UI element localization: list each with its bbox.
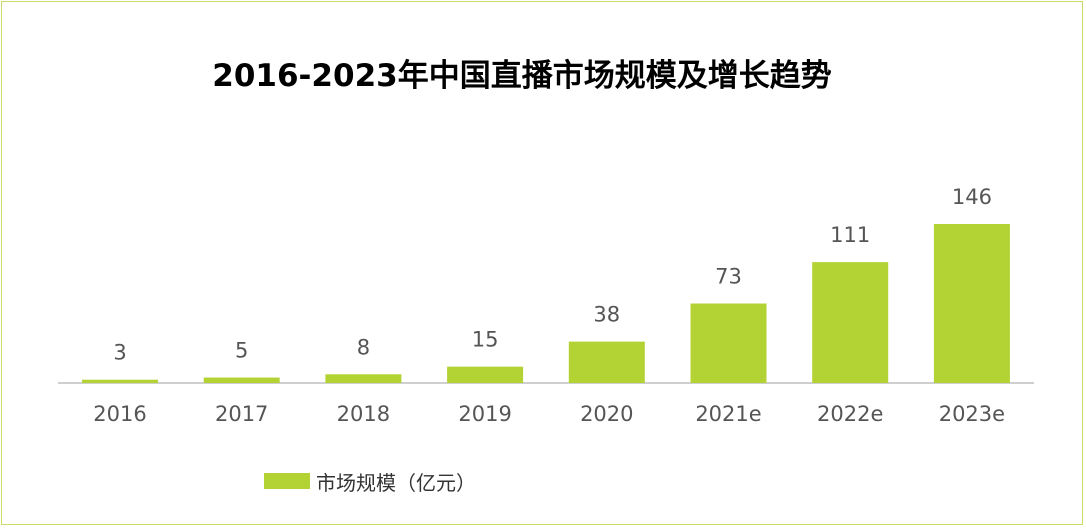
x-tick-label-2019: 2019 <box>458 402 511 426</box>
data-label-2023e: 146 <box>952 185 992 209</box>
data-label-2021e: 73 <box>715 265 742 289</box>
data-label-2018: 8 <box>357 335 370 359</box>
x-tick-label-2018: 2018 <box>337 402 390 426</box>
x-tick-label-2020: 2020 <box>580 402 633 426</box>
legend: 市场规模（亿元） <box>264 469 476 495</box>
bar-2020 <box>568 341 645 383</box>
x-tick-label-2021e: 2021e <box>695 402 761 426</box>
data-label-2020: 38 <box>593 303 620 327</box>
data-label-2019: 15 <box>472 328 499 352</box>
bar-chart: 3 2016 5 2017 8 2018 15 2019 38 2020 73 2021e 111 202… <box>58 185 1034 426</box>
bar-2022e <box>812 262 889 383</box>
bar-2019 <box>447 366 524 383</box>
bar-2021e <box>690 303 767 383</box>
bar-2023e <box>933 224 1010 383</box>
bar-2017 <box>203 377 280 383</box>
data-label-2022e: 111 <box>830 223 870 247</box>
x-tick-label-2016: 2016 <box>93 402 146 426</box>
data-label-2017: 5 <box>235 339 248 363</box>
chart-title: 2016-2023年中国直播市场规模及增长趋势 <box>212 58 832 94</box>
bar-2016 <box>82 379 158 383</box>
x-tick-label-2022e: 2022e <box>817 402 883 426</box>
data-label-2016: 3 <box>113 341 126 365</box>
x-tick-label-2017: 2017 <box>215 402 268 426</box>
legend-swatch <box>264 473 310 489</box>
bar-2018 <box>325 374 402 383</box>
x-tick-label-2023e: 2023e <box>939 402 1005 426</box>
legend-label: 市场规模（亿元） <box>316 470 476 495</box>
